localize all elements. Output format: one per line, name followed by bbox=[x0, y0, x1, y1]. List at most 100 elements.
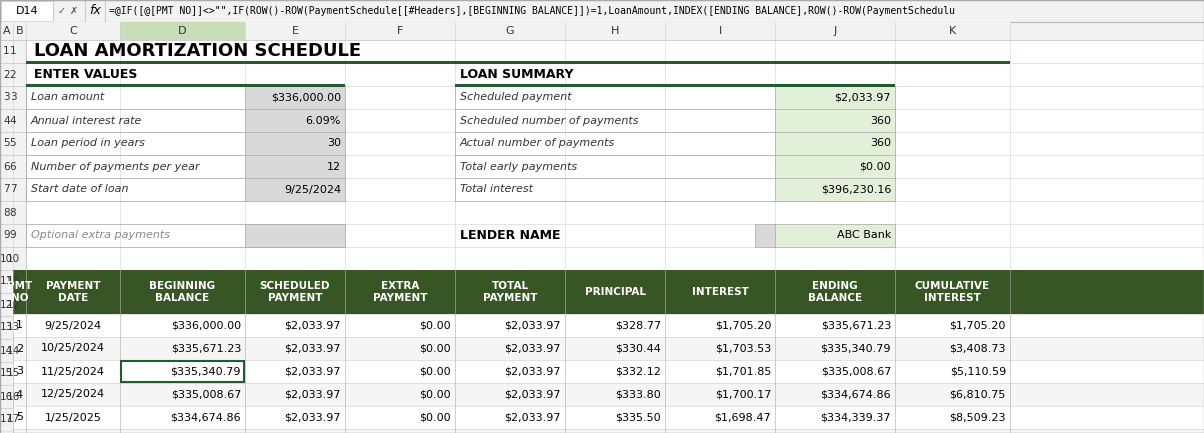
Text: 3: 3 bbox=[4, 93, 10, 103]
Bar bbox=[0, 132, 1204, 155]
Text: D14: D14 bbox=[16, 6, 39, 16]
Bar bbox=[244, 86, 346, 109]
Bar bbox=[455, 84, 895, 87]
Text: $2,033.97: $2,033.97 bbox=[504, 320, 561, 330]
Text: 8: 8 bbox=[10, 207, 17, 217]
Text: 12: 12 bbox=[326, 162, 341, 171]
Text: 9/25/2024: 9/25/2024 bbox=[45, 320, 101, 330]
Text: $2,033.97: $2,033.97 bbox=[504, 366, 561, 377]
Text: B: B bbox=[16, 26, 23, 36]
Text: PRINCIPAL: PRINCIPAL bbox=[584, 287, 645, 297]
Text: $1,698.47: $1,698.47 bbox=[714, 413, 771, 423]
Text: 4: 4 bbox=[16, 390, 23, 400]
Text: A: A bbox=[2, 26, 11, 36]
Text: INTEREST: INTEREST bbox=[691, 287, 749, 297]
Bar bbox=[0, 316, 1204, 339]
Bar bbox=[26, 22, 120, 40]
Text: $1,700.17: $1,700.17 bbox=[715, 390, 771, 400]
Bar bbox=[26, 84, 346, 87]
Text: $6,810.75: $6,810.75 bbox=[950, 390, 1007, 400]
Text: $2,033.97: $2,033.97 bbox=[504, 413, 561, 423]
Text: Optional extra payments: Optional extra payments bbox=[31, 230, 170, 240]
Bar bbox=[0, 109, 1204, 132]
Bar bbox=[895, 22, 1010, 40]
Text: 15: 15 bbox=[0, 368, 13, 378]
Bar bbox=[0, 0, 1204, 22]
Text: PAYMENT
DATE: PAYMENT DATE bbox=[46, 281, 100, 303]
Text: $2,033.97: $2,033.97 bbox=[284, 390, 341, 400]
Text: $1,701.85: $1,701.85 bbox=[715, 366, 771, 377]
Text: $336,000.00: $336,000.00 bbox=[271, 93, 341, 103]
Text: $0.00: $0.00 bbox=[419, 320, 452, 330]
Bar bbox=[665, 22, 775, 40]
Bar bbox=[13, 383, 1204, 406]
Bar bbox=[244, 178, 346, 201]
Text: $3,408.73: $3,408.73 bbox=[950, 343, 1007, 353]
Text: $335,008.67: $335,008.67 bbox=[171, 390, 241, 400]
Text: 17: 17 bbox=[0, 414, 13, 424]
Bar bbox=[0, 40, 26, 431]
Bar bbox=[13, 360, 1204, 383]
Text: Number of payments per year: Number of payments per year bbox=[31, 162, 200, 171]
Text: $396,230.16: $396,230.16 bbox=[821, 184, 891, 194]
Text: LENDER NAME: LENDER NAME bbox=[460, 229, 561, 242]
Text: 4: 4 bbox=[4, 116, 10, 126]
Bar bbox=[0, 408, 1204, 431]
Bar bbox=[775, 86, 895, 109]
Text: 16: 16 bbox=[0, 391, 13, 401]
Bar bbox=[775, 155, 895, 178]
Text: 11: 11 bbox=[6, 277, 19, 287]
Bar bbox=[13, 314, 1204, 337]
Text: 1: 1 bbox=[4, 46, 10, 56]
Text: PMT
NO: PMT NO bbox=[7, 281, 33, 303]
Text: $334,674.86: $334,674.86 bbox=[820, 390, 891, 400]
Text: $330.44: $330.44 bbox=[615, 343, 661, 353]
Bar bbox=[775, 224, 895, 247]
Text: C: C bbox=[69, 26, 77, 36]
Text: 10: 10 bbox=[0, 253, 13, 264]
Text: LOAN SUMMARY: LOAN SUMMARY bbox=[460, 68, 573, 81]
Text: H: H bbox=[610, 26, 619, 36]
Text: $334,339.37: $334,339.37 bbox=[820, 413, 891, 423]
Bar bbox=[244, 132, 346, 155]
Text: $2,033.97: $2,033.97 bbox=[834, 93, 891, 103]
Text: 12/25/2024: 12/25/2024 bbox=[41, 390, 105, 400]
Text: $2,033.97: $2,033.97 bbox=[284, 343, 341, 353]
Bar bbox=[1, 1, 53, 21]
Bar bbox=[0, 155, 1204, 178]
Text: Annual interest rate: Annual interest rate bbox=[31, 116, 142, 126]
Text: $0.00: $0.00 bbox=[860, 162, 891, 171]
Text: $5,110.59: $5,110.59 bbox=[950, 366, 1007, 377]
Text: LOAN AMORTIZATION SCHEDULE: LOAN AMORTIZATION SCHEDULE bbox=[34, 42, 361, 61]
Text: G: G bbox=[506, 26, 514, 36]
Text: $332.12: $332.12 bbox=[615, 366, 661, 377]
Bar bbox=[0, 362, 1204, 385]
Text: $335,008.67: $335,008.67 bbox=[821, 366, 891, 377]
Text: 14: 14 bbox=[6, 346, 19, 355]
Text: 360: 360 bbox=[870, 116, 891, 126]
Text: 10: 10 bbox=[6, 253, 19, 264]
Bar bbox=[13, 337, 1204, 360]
Text: 8: 8 bbox=[4, 207, 10, 217]
Text: $328.77: $328.77 bbox=[615, 320, 661, 330]
Text: 13: 13 bbox=[0, 323, 13, 333]
Text: $0.00: $0.00 bbox=[419, 343, 452, 353]
Bar bbox=[13, 270, 1204, 314]
Text: 3: 3 bbox=[16, 366, 23, 377]
Text: $0.00: $0.00 bbox=[419, 366, 452, 377]
Text: 9: 9 bbox=[4, 230, 10, 240]
Text: 5: 5 bbox=[10, 139, 17, 149]
Text: $1,703.53: $1,703.53 bbox=[715, 343, 771, 353]
Text: 17: 17 bbox=[6, 414, 19, 424]
Text: $2,033.97: $2,033.97 bbox=[284, 320, 341, 330]
Bar bbox=[0, 293, 1204, 316]
Text: J: J bbox=[833, 26, 837, 36]
Bar bbox=[0, 40, 1204, 63]
Text: ABC Bank: ABC Bank bbox=[837, 230, 891, 240]
Text: 4: 4 bbox=[10, 116, 17, 126]
Text: 2: 2 bbox=[4, 70, 10, 80]
Text: $1,705.20: $1,705.20 bbox=[715, 320, 771, 330]
Text: 16: 16 bbox=[6, 391, 19, 401]
Text: $334,674.86: $334,674.86 bbox=[171, 413, 241, 423]
Bar bbox=[565, 22, 665, 40]
